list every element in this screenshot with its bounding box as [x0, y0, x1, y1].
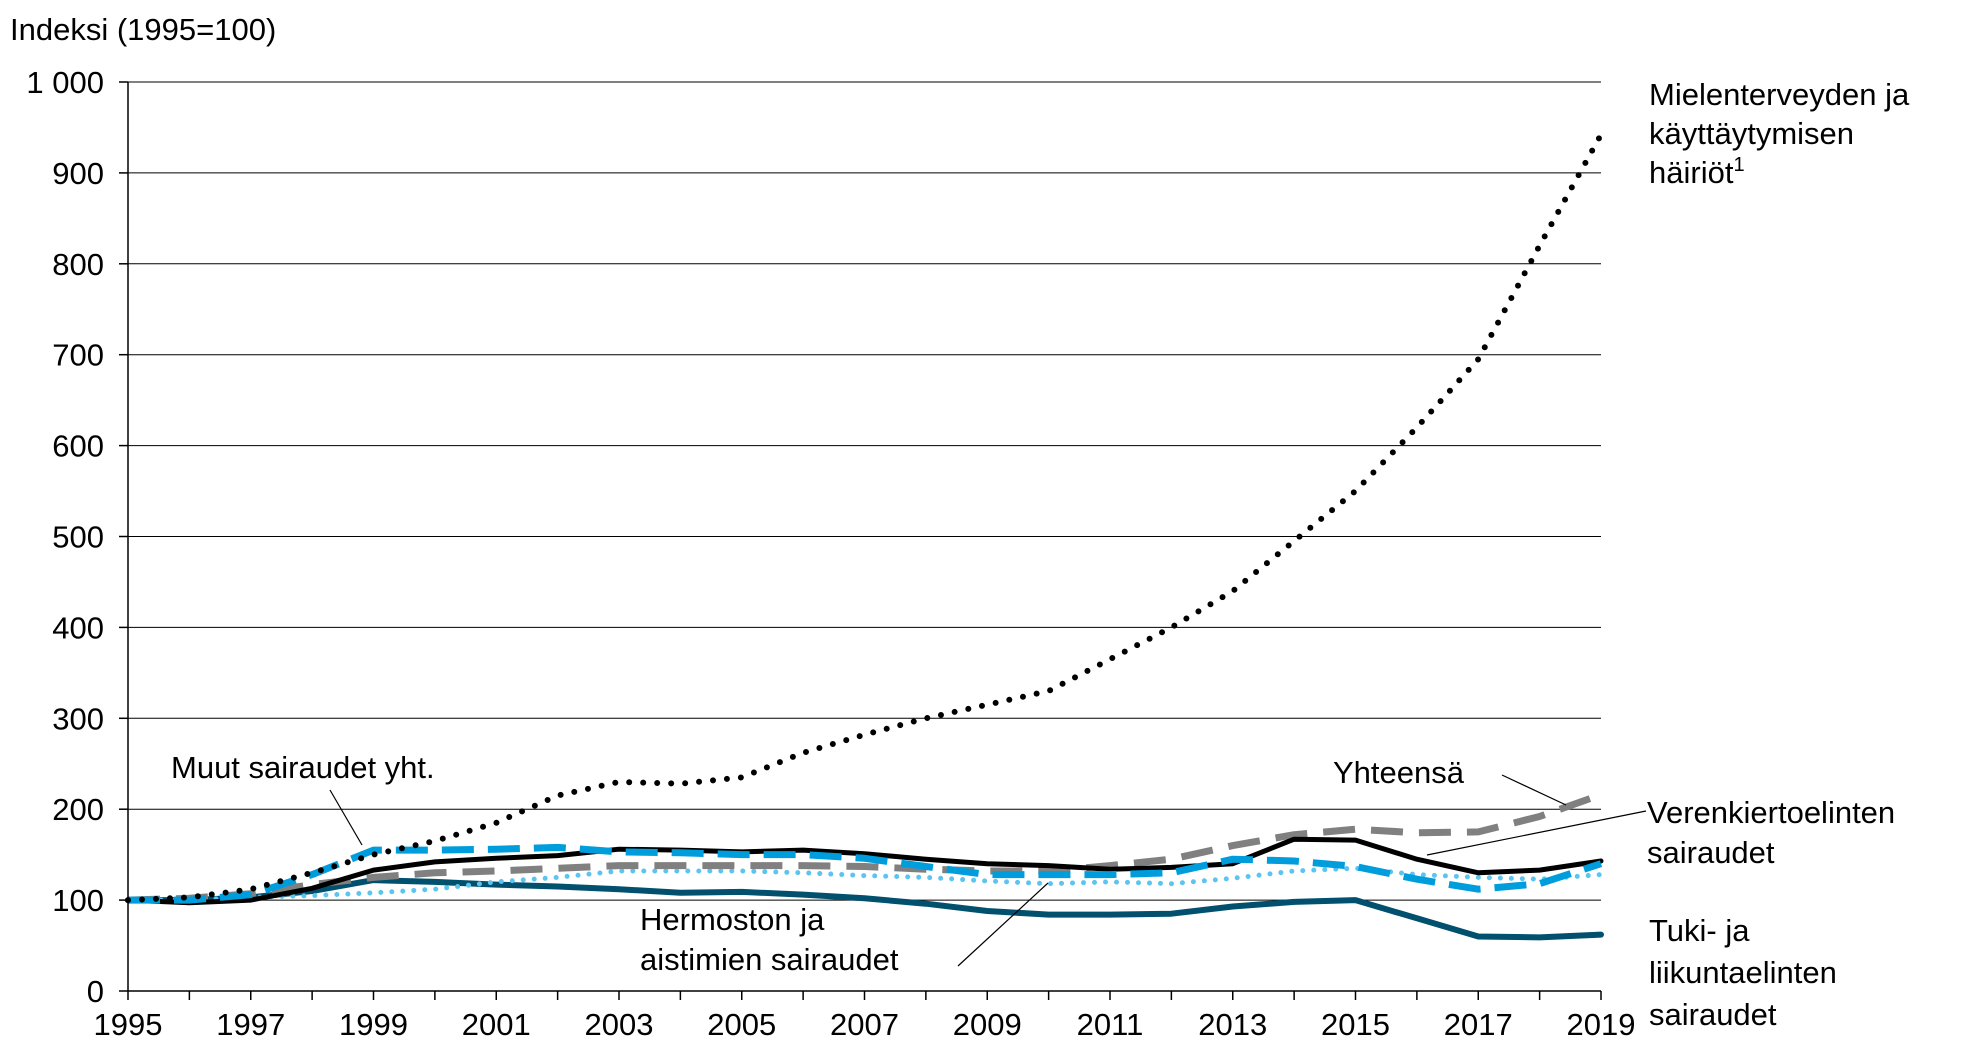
annotation-nervous-leader	[957, 882, 1049, 967]
annotation-mental-line1: Mielenterveyden ja	[1649, 77, 1910, 112]
gridlines	[128, 81, 1601, 901]
axis-ticks: 0 100 200 300 400 500 600 700 800 900 1 000 1995 199…	[26, 65, 1635, 1042]
x-tick-label-1995: 1995	[94, 1007, 163, 1042]
x-tick-label-2015: 2015	[1321, 1007, 1390, 1042]
series-line-other	[125, 836, 1604, 906]
annotation-nervous: Hermoston ja aistimien sairaudet	[640, 882, 1049, 977]
x-tick-label-1997: 1997	[216, 1007, 285, 1042]
x-tick-label-2017: 2017	[1444, 1007, 1513, 1042]
y-tick-label-200: 200	[52, 792, 104, 827]
y-tick-label-900: 900	[52, 156, 104, 191]
annotation-mental-line2: käyttäytymisen	[1649, 116, 1854, 151]
annotation-nervous-line2: aistimien sairaudet	[640, 942, 899, 977]
x-tick-label-1999: 1999	[339, 1007, 408, 1042]
series-line-mental	[125, 131, 1604, 904]
annotation-total-leader	[1501, 774, 1567, 806]
y-tick-label-600: 600	[52, 429, 104, 464]
x-tick-label-2003: 2003	[585, 1007, 654, 1042]
x-tick-label-2019: 2019	[1567, 1007, 1636, 1042]
annotation-circulatory-line1: Verenkiertoelinten	[1647, 795, 1895, 830]
annotation-musculoskeletal: Tuki- ja liikuntaelinten sairaudet	[1649, 913, 1837, 1032]
y-axis-label: Indeksi (1995=100)	[10, 12, 276, 47]
series-line-circulatory	[128, 843, 1603, 904]
annotation-circulatory-leader	[1426, 810, 1647, 856]
annotation-mental-line3: häiriöt1	[1649, 154, 1745, 190]
series-line-total	[127, 791, 1603, 904]
series-line-nervous	[125, 865, 1604, 903]
y-tick-label-0: 0	[87, 974, 104, 1009]
annotation-musculoskeletal-line2: liikuntaelinten	[1649, 955, 1837, 990]
annotation-other-leader	[329, 789, 363, 846]
series-line-musculoskeletal	[125, 877, 1604, 941]
annotation-nervous-line1: Hermoston ja	[640, 902, 825, 937]
y-tick-label-100: 100	[52, 883, 104, 918]
annotation-total-label: Yhteensä	[1333, 755, 1465, 790]
annotation-mental-line3-text: häiriöt	[1649, 155, 1734, 190]
y-tick-label-400: 400	[52, 610, 104, 645]
footnote-superscript: 1	[1733, 154, 1744, 176]
y-tick-label-500: 500	[52, 520, 104, 555]
annotation-other-label: Muut sairaudet yht.	[171, 750, 435, 785]
x-tick-label-2009: 2009	[953, 1007, 1022, 1042]
y-tick-label-800: 800	[52, 247, 104, 282]
annotation-circulatory: Verenkiertoelinten sairaudet	[1426, 795, 1895, 870]
annotation-musculoskeletal-line1: Tuki- ja	[1649, 913, 1750, 948]
y-tick-label-1000: 1 000	[26, 65, 104, 100]
y-tick-label-300: 300	[52, 701, 104, 736]
x-tick-label-2007: 2007	[830, 1007, 899, 1042]
annotation-other: Muut sairaudet yht.	[171, 750, 435, 846]
x-tick-label-2011: 2011	[1077, 1007, 1144, 1042]
x-tick-label-2001: 2001	[462, 1007, 531, 1042]
x-tick-label-2005: 2005	[707, 1007, 776, 1042]
annotation-total: Yhteensä	[1333, 755, 1567, 806]
series-lines	[125, 131, 1604, 941]
annotation-musculoskeletal-line3: sairaudet	[1649, 997, 1777, 1032]
x-tick-label-2013: 2013	[1198, 1007, 1267, 1042]
annotation-mental: Mielenterveyden ja käyttäytymisen häiriö…	[1649, 77, 1910, 190]
annotation-circulatory-line2: sairaudet	[1647, 835, 1775, 870]
y-tick-label-700: 700	[52, 338, 104, 373]
